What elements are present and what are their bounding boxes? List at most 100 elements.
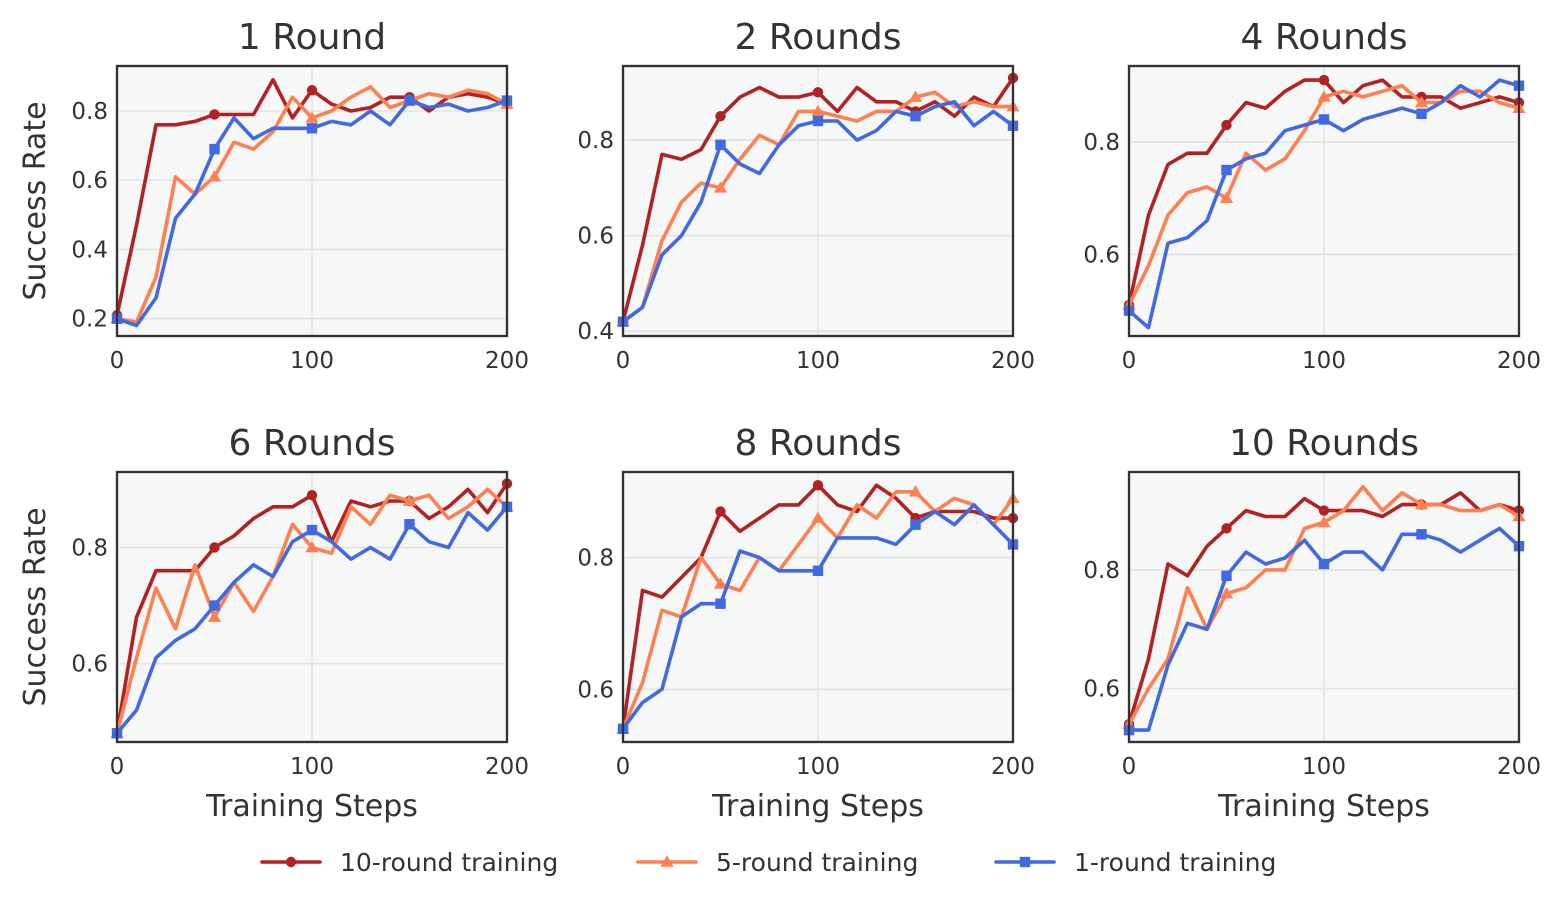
data-point-triangle: [908, 90, 923, 102]
legend-label: 1-round training: [1074, 848, 1276, 877]
y-tick-label: 0.4: [71, 237, 108, 263]
legend-marker-triangle: [660, 855, 674, 867]
data-point-circle: [1318, 74, 1330, 86]
series-group: [617, 72, 1019, 327]
data-point-square: [715, 139, 726, 151]
x-tick-label: 200: [991, 754, 1035, 780]
data-point-square: [1416, 108, 1427, 120]
x-tick-label: 100: [1302, 348, 1346, 374]
plot-frame: [621, 470, 1015, 744]
data-point-square: [910, 519, 921, 530]
y-tick-label: 0.8: [577, 546, 614, 572]
series-group: [1122, 484, 1526, 729]
data-point-square: [209, 143, 220, 155]
data-point-square: [404, 95, 415, 106]
data-point-square: [1318, 558, 1330, 570]
data-point-triangle: [1317, 90, 1331, 102]
legend-label: 5-round training: [716, 848, 918, 877]
plot-frame: [115, 64, 509, 338]
legend-item: 1-round training: [994, 848, 1276, 877]
chart-panel-5: 8 Rounds 0 100 200 0.6 0.8 Training Steps: [577, 423, 1035, 824]
chart-panel-4: 6 Rounds 0 100 200 0.6 0.8 Success Rate Trainin…: [18, 423, 529, 824]
y-tick-label: 0.8: [71, 535, 108, 561]
y-tick-label: 0.6: [71, 168, 108, 194]
data-point-triangle: [305, 540, 319, 553]
legend-item: 10-round training: [260, 848, 558, 877]
data-point-square: [306, 123, 318, 134]
data-point-triangle: [1219, 191, 1234, 203]
data-point-triangle: [207, 610, 222, 622]
legend-marker-circle: [285, 856, 297, 868]
x-tick-label: 0: [616, 348, 631, 374]
data-point-circle: [715, 110, 726, 122]
data-point-triangle: [713, 181, 728, 193]
plot-frame: [115, 470, 509, 744]
y-tick-label: 0.2: [71, 307, 108, 333]
x-tick-label: 200: [1497, 348, 1541, 374]
y-tick-label: 0.8: [71, 99, 108, 125]
data-point-triangle: [1414, 95, 1429, 108]
y-tick-label: 0.8: [577, 128, 614, 154]
plot-frame: [1127, 64, 1521, 338]
data-point-triangle: [811, 511, 825, 523]
chart-panel-6: 10 Rounds 0 100 200 0.6 0.8 Training Steps: [1083, 423, 1541, 824]
plot-frame: [621, 64, 1015, 338]
x-tick-label: 100: [796, 754, 840, 780]
data-point-circle: [1221, 523, 1232, 534]
legend-marker-square: [1019, 856, 1031, 868]
data-point-circle: [209, 542, 220, 553]
y-tick-label: 0.6: [1083, 242, 1120, 268]
y-axis-label: Success Rate: [18, 101, 53, 300]
data-point-circle: [1318, 505, 1330, 516]
data-point-square: [715, 598, 726, 609]
x-axis-label: Training Steps: [711, 789, 924, 824]
data-point-circle: [715, 506, 726, 517]
data-point-square: [306, 524, 318, 536]
data-point-triangle: [305, 111, 319, 123]
data-point-triangle: [1219, 587, 1234, 599]
y-tick-label: 0.6: [577, 224, 614, 250]
legend: 10-round training 5-round training 1-round…: [260, 848, 1276, 877]
data-point-square: [812, 565, 824, 576]
x-tick-label: 0: [1122, 348, 1137, 374]
data-point-circle: [1221, 119, 1232, 131]
y-tick-label: 0.6: [1083, 677, 1120, 703]
data-point-triangle: [908, 485, 923, 497]
data-point-square: [209, 600, 220, 611]
data-point-triangle: [1317, 515, 1331, 528]
data-point-triangle: [402, 494, 417, 506]
chart-panel-1: 1 Round 0 100 200 0.2 0.4 0.6 0.8 Success Rate: [18, 17, 529, 374]
y-tick-label: 0.6: [577, 677, 614, 703]
data-point-circle: [812, 479, 824, 491]
data-point-circle: [209, 109, 220, 120]
x-tick-label: 100: [290, 754, 334, 780]
y-axis-label: Success Rate: [18, 507, 53, 706]
chart-title: 2 Rounds: [734, 17, 901, 58]
data-point-square: [1221, 570, 1232, 582]
x-tick-label: 200: [1497, 754, 1541, 780]
data-point-square: [910, 110, 921, 122]
x-tick-label: 100: [1302, 754, 1346, 780]
chart-title: 1 Round: [238, 17, 386, 58]
data-point-triangle: [1414, 498, 1429, 510]
chart-panel-3: 4 Rounds 0 100 200 0.6 0.8: [1083, 17, 1541, 374]
data-point-triangle: [713, 577, 728, 589]
data-point-circle: [306, 85, 318, 96]
data-point-triangle: [207, 170, 222, 182]
chart-title: 8 Rounds: [734, 423, 901, 464]
data-point-square: [1221, 164, 1232, 176]
x-tick-label: 100: [290, 348, 334, 374]
x-tick-label: 0: [1122, 754, 1137, 780]
data-point-circle: [306, 490, 318, 501]
x-axis-label: Training Steps: [1217, 789, 1430, 824]
legend-label: 10-round training: [340, 848, 558, 877]
y-tick-label: 0.4: [577, 319, 614, 345]
x-axis-label: Training Steps: [205, 789, 418, 824]
data-point-square: [404, 519, 415, 530]
x-tick-label: 200: [485, 754, 529, 780]
x-tick-label: 0: [110, 754, 125, 780]
data-point-circle: [812, 87, 824, 98]
data-point-square: [812, 115, 824, 127]
plot-frame: [1127, 470, 1521, 744]
y-tick-label: 0.8: [1083, 558, 1120, 584]
